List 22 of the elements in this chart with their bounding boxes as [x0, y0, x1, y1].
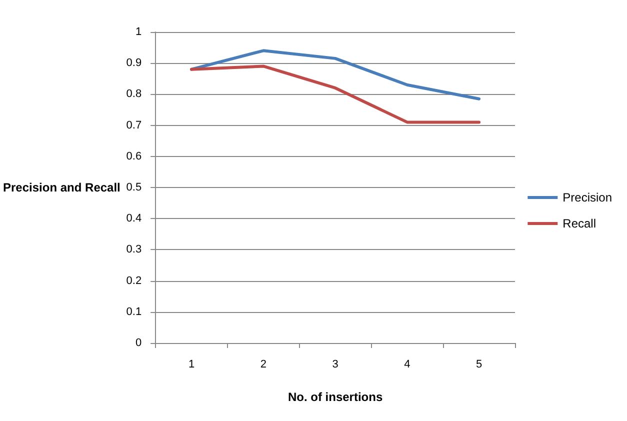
y-tick-label: 0.9 — [126, 57, 142, 70]
y-tick-label: 0.8 — [126, 88, 142, 100]
legend-label: Precision — [562, 190, 612, 204]
y-tick-label: 0.6 — [126, 150, 142, 162]
y-tick-label: 1 — [135, 26, 142, 38]
line-series — [190, 49, 481, 100]
y-tick-label: 0.5 — [126, 182, 142, 194]
y-tick-label: 0.1 — [126, 306, 142, 318]
legend-label: Recall — [562, 216, 596, 230]
x-tick-label: 1 — [188, 358, 195, 370]
y-tick-label: 0.4 — [126, 212, 142, 225]
y-axis-title: Precision and Recall — [2, 180, 120, 194]
y-tick-label: 0.2 — [126, 274, 142, 287]
y-tick-label: 0.3 — [126, 244, 142, 256]
y-tick-label: 0 — [135, 337, 142, 349]
x-axis-title: No. of insertions — [288, 390, 383, 404]
line-series — [190, 64, 481, 124]
x-tick-label: 2 — [260, 358, 266, 370]
x-tick-label: 5 — [476, 358, 482, 370]
x-tick-label: 4 — [404, 358, 410, 370]
y-tick-label: 0.7 — [126, 119, 142, 132]
x-tick-label: 3 — [332, 358, 338, 370]
